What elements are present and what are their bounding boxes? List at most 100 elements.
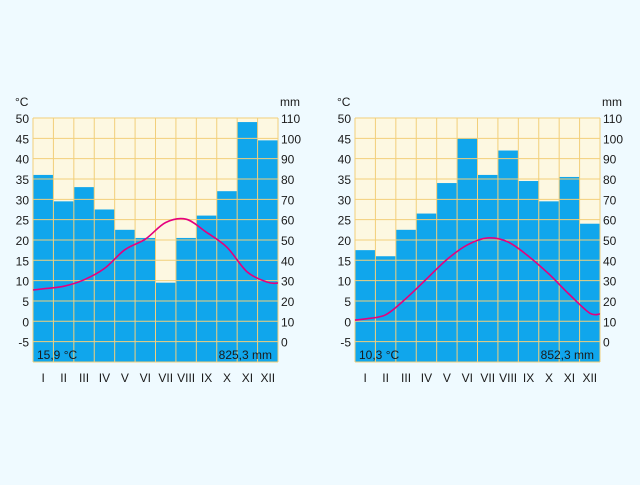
chart1-temperature-line: [32, 217, 279, 291]
chart2-month-label-iv: IV: [421, 371, 432, 385]
chart2-precip-tick-label: 40: [603, 254, 617, 268]
chart1-month-label-xi: XI: [242, 371, 253, 385]
chart2-precip-tick-label: 90: [603, 153, 617, 167]
chart2-temp-tick-label: 10: [338, 275, 352, 289]
chart1-precip-tick-label: 50: [281, 234, 295, 248]
chart2-month-label-xi: XI: [564, 371, 575, 385]
chart2-precip-bar-ii: [375, 256, 396, 362]
chart2-precip-tick-label: 50: [603, 234, 617, 248]
chart2-precip-tick-label: 30: [603, 275, 617, 289]
chart1-month-label-xii: XII: [260, 371, 275, 385]
chart1-month-label-iii: III: [79, 371, 89, 385]
chart2-temp-tick-label: 35: [338, 173, 352, 187]
chart1-precip-tick-label: 70: [281, 193, 295, 207]
chart1-precip-bar-ix: [196, 215, 217, 362]
chart1-month-label-v: V: [121, 371, 129, 385]
chart1-month-label-vii: VII: [158, 371, 173, 385]
chart2-precip-tick-label: 100: [603, 132, 623, 146]
chart1-precip-bar-vi: [135, 237, 156, 362]
chart2-precip-tick-label: 110: [603, 112, 622, 126]
chart1-precip-tick-label: 80: [281, 173, 295, 187]
chart1-precip-tick-label: 30: [281, 275, 295, 289]
chart1-precip-tick-label: 110: [281, 112, 300, 126]
chart2-annual-precipitation: 852,3 mm: [541, 348, 594, 362]
chart1-precip-bar-xi: [237, 122, 258, 362]
chart2-precip-bar-xii: [579, 223, 600, 362]
chart1-precip-tick-label: 90: [281, 153, 295, 167]
chart2-temp-tick-label: 0: [344, 315, 351, 329]
chart2-precip-bar-i: [355, 250, 376, 362]
chart2-precip-bar-xi: [559, 176, 580, 362]
chart2-temp-tick-label: 5: [344, 295, 351, 309]
chart2-month-label-xii: XII: [582, 371, 597, 385]
chart2-precip-bar-v: [436, 183, 458, 362]
chart2-temperature-line: [354, 237, 601, 321]
chart1-precip-bar-ii: [53, 201, 74, 362]
chart2-month-label-v: V: [443, 371, 451, 385]
chart1-temp-tick-label: 15: [16, 254, 30, 268]
chart1-precip-tick-label: 20: [281, 295, 295, 309]
chart2-temp-tick-label: 40: [338, 153, 352, 167]
chart2-precip-tick-label: 20: [603, 295, 617, 309]
chart2-precip-tick-label: 0: [603, 336, 610, 350]
chart1-temp-tick-label: 50: [16, 112, 30, 126]
chart1-month-label-ii: II: [60, 371, 67, 385]
chart1-month-label-x: X: [223, 371, 231, 385]
chart1-precip-bar-x: [216, 191, 238, 362]
chart2-month-label-ii: II: [382, 371, 389, 385]
chart1-precip-bar-v: [114, 229, 136, 362]
chart2-temp-tick-label: 20: [338, 234, 352, 248]
chart2-precip-tick-label: 80: [603, 173, 617, 187]
chart1-month-label-ix: IX: [201, 371, 212, 385]
chart1-temp-tick-label: 30: [16, 193, 30, 207]
chart1-temp-tick-label: 40: [16, 153, 30, 167]
chart2-month-label-iii: III: [401, 371, 411, 385]
chart2-month-label-x: X: [545, 371, 553, 385]
chart2-precip-tick-label: 70: [603, 193, 617, 207]
chart1-annual-temperature: 15,9 °C: [37, 348, 77, 362]
chart2-month-label-ix: IX: [523, 371, 534, 385]
chart1-temp-tick-label: 35: [16, 173, 30, 187]
chart1-temp-tick-label: -5: [18, 336, 29, 350]
chart1-precip-bar-iii: [73, 187, 95, 362]
chart2-precip-bar-viii: [497, 150, 519, 362]
chart2-precip-bar-vi: [457, 138, 478, 362]
chart1-precip-tick-label: 40: [281, 254, 295, 268]
chart1-temp-tick-label: 0: [22, 315, 29, 329]
chart2-month-label-vii: VII: [480, 371, 495, 385]
chart1-precip-bar-xii: [257, 140, 278, 362]
chart2-precip-bar-iii: [395, 229, 417, 362]
chart2-month-label-i: I: [364, 371, 367, 385]
chart1-precip-bar-viii: [175, 237, 197, 362]
chart2-temp-tick-label: 45: [338, 132, 352, 146]
chart2-temp-tick-label: 30: [338, 193, 352, 207]
chart1-temp-unit-label: °C: [15, 95, 29, 109]
chart1-temp-tick-label: 20: [16, 234, 30, 248]
chart1-annual-precipitation: 825,3 mm: [219, 348, 272, 362]
chart1-precip-tick-label: 100: [281, 132, 301, 146]
chart2-temp-unit-label: °C: [337, 95, 351, 109]
chart2-annual-temperature: 10,3 °C: [359, 348, 399, 362]
chart2-temp-tick-label: -5: [340, 336, 351, 350]
chart1-temp-tick-label: 10: [16, 275, 30, 289]
chart1-month-label-iv: IV: [99, 371, 110, 385]
chart2-temp-tick-label: 15: [338, 254, 352, 268]
chart2-temp-tick-label: 50: [338, 112, 352, 126]
chart1-month-label-i: I: [42, 371, 45, 385]
chart1-precip-bar-vii: [155, 282, 176, 362]
chart1-temp-tick-label: 5: [22, 295, 29, 309]
chart2-precip-bar-x: [538, 201, 560, 362]
chart1-month-label-vi: VI: [140, 371, 151, 385]
chart2-precip-tick-label: 10: [603, 315, 617, 329]
chart2-precip-bar-iv: [416, 213, 437, 362]
chart1-precip-tick-label: 0: [281, 336, 288, 350]
chart2-month-label-vi: VI: [462, 371, 473, 385]
chart2-month-label-viii: VIII: [499, 371, 517, 385]
chart1-precip-tick-label: 10: [281, 315, 295, 329]
chart1-precip-unit-label: mm: [280, 95, 300, 109]
chart2-precip-bar-vii: [477, 174, 498, 362]
chart1-month-label-viii: VIII: [177, 371, 195, 385]
chart2-precip-unit-label: mm: [602, 95, 622, 109]
